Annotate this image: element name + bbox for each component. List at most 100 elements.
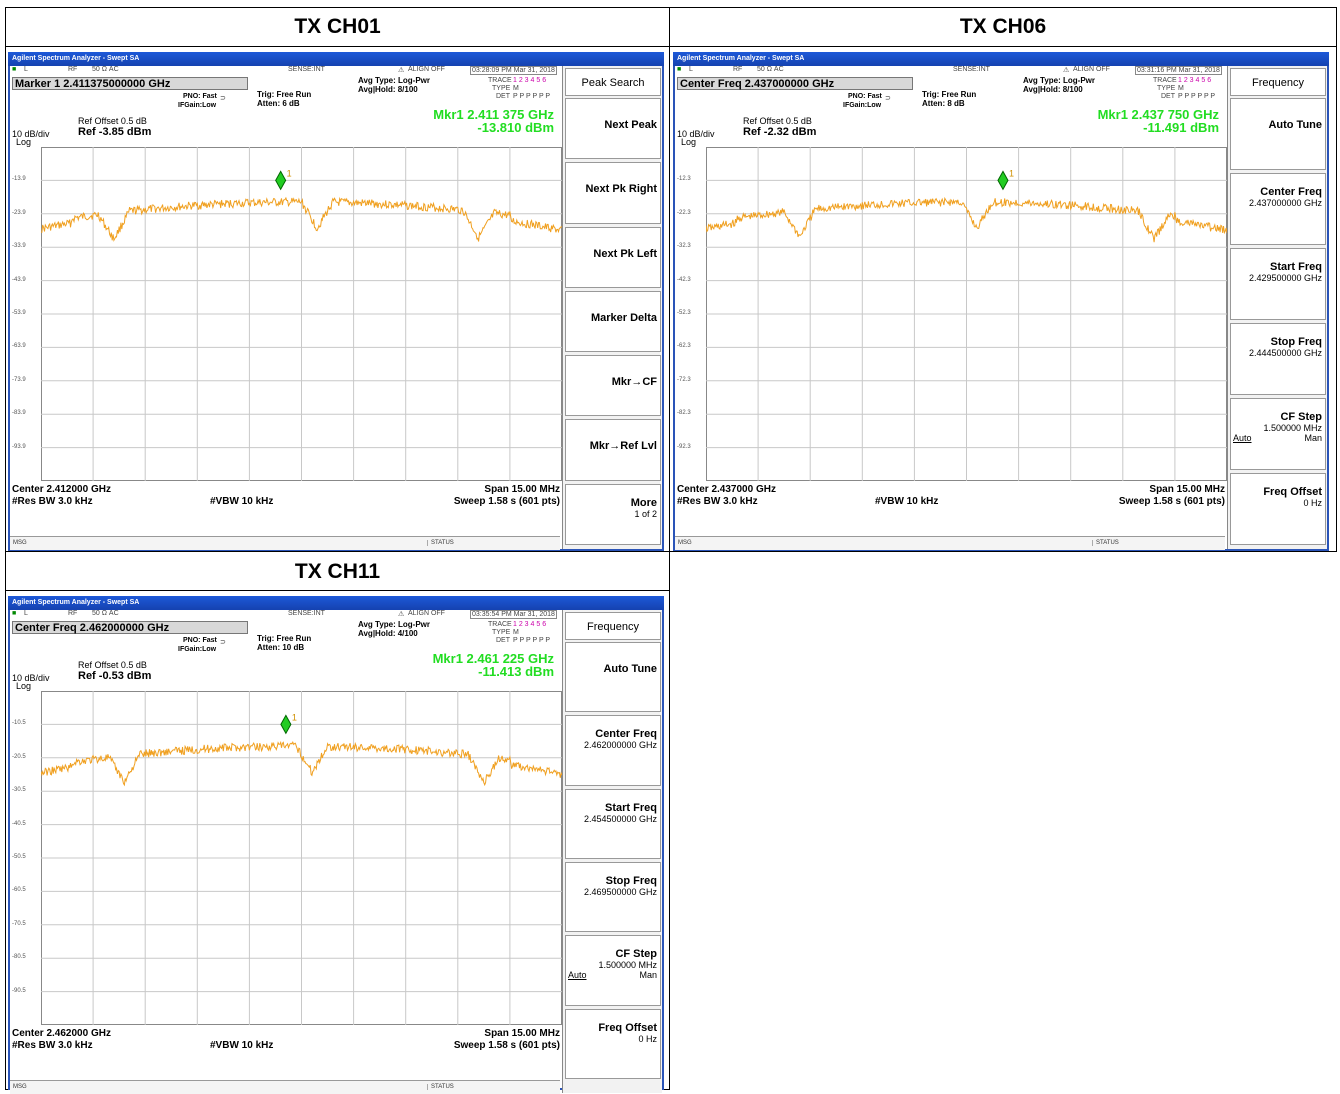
msg-label: MSG: [13, 540, 27, 546]
softkey-label: Start Freq: [605, 801, 657, 814]
center-frequency: Center 2.437000 GHz: [677, 484, 776, 495]
softkey-stop-freq[interactable]: Stop Freq 2.469500000 GHz: [565, 862, 661, 933]
softkey-freq-offset[interactable]: Freq Offset 0 Hz: [1230, 473, 1326, 545]
softkey-label: Auto Tune: [1268, 119, 1322, 131]
impedance: 50 Ω AC: [757, 66, 784, 73]
softkey-label: Freq Offset: [598, 1021, 657, 1034]
softkey-auto-tune[interactable]: Auto Tune: [1230, 98, 1326, 170]
marker-number: 1: [1009, 168, 1014, 178]
ref-offset: Ref Offset 0.5 dB: [743, 116, 812, 126]
y-tick-label: -70.5: [12, 920, 26, 927]
sense-mode: SENSE:INT: [953, 66, 990, 73]
status-label: STATUS: [427, 1084, 454, 1090]
atten-setting: Atten: 8 dB: [922, 99, 965, 108]
softkey-stop-freq[interactable]: Stop Freq 2.444500000 GHz: [1230, 323, 1326, 395]
softkey-value: 0 Hz: [638, 1033, 657, 1044]
status-bar: MSG STATUS: [10, 1080, 560, 1094]
softkey-panel: Frequency Auto Tune Center Freq 2.43700000…: [1227, 66, 1327, 549]
active-function-field[interactable]: Center Freq 2.462000000 GHz: [12, 621, 248, 634]
window-title-bar: Agilent Spectrum Analyzer - Swept SA: [8, 52, 664, 66]
status-bar: MSG STATUS: [675, 536, 1225, 550]
trace-label: TRACE: [488, 77, 512, 84]
trace-numbers: 1 2 3 4 5 6: [1178, 77, 1212, 84]
scale-type: Log: [16, 681, 32, 691]
softkey-start-freq[interactable]: Start Freq 2.454500000 GHz: [565, 788, 661, 859]
video-bandwidth: #VBW 10 kHz: [875, 496, 939, 507]
auto-man-toggle[interactable]: Auto Man: [566, 970, 657, 980]
y-tick-label: -73.9: [12, 376, 26, 383]
scale-per-div: 10 dB/div: [677, 129, 715, 139]
softkey-next-pk-left[interactable]: Next Pk Left: [565, 226, 661, 288]
span: Span 15.00 MHz: [1149, 484, 1225, 495]
softkey-next-pk-right[interactable]: Next Pk Right: [565, 162, 661, 224]
active-function-field[interactable]: Center Freq 2.437000000 GHz: [677, 77, 913, 90]
ifgain-setting: IFGain:Low: [178, 646, 217, 653]
msg-label: MSG: [13, 1084, 27, 1090]
softkey-mkr-ref-lvl[interactable]: Mkr→Ref Lvl: [565, 419, 661, 481]
sense-mode: SENSE:INT: [288, 66, 325, 73]
softkey-cf-step[interactable]: CF Step 1.500000 MHz Auto Man: [565, 935, 661, 1006]
softkey-freq-offset[interactable]: Freq Offset 0 Hz: [565, 1008, 661, 1079]
softkey-auto-tune[interactable]: Auto Tune: [565, 642, 661, 713]
y-tick-label: -32.3: [677, 243, 691, 250]
status-label: STATUS: [1092, 540, 1119, 546]
softkey-label: Center Freq: [1260, 186, 1322, 198]
atten-setting: Atten: 10 dB: [257, 643, 305, 652]
center-frequency: Center 2.462000 GHz: [12, 1028, 111, 1039]
softkey-value: 2.437000000 GHz: [1248, 198, 1322, 208]
softkey-marker-delta[interactable]: Marker Delta: [565, 290, 661, 353]
y-tick-label: -90.5: [12, 987, 26, 994]
rf-input: RF: [68, 610, 78, 617]
softkey-next-peak[interactable]: Next Peak: [565, 98, 661, 160]
softkey-panel: Peak Search Next Peak Next Pk Right Next P…: [562, 66, 662, 549]
marker-diamond[interactable]: [280, 714, 292, 735]
marker-amplitude: -11.413 dBm: [478, 664, 554, 679]
auto-option[interactable]: Auto: [1233, 433, 1252, 443]
rf-input: RF: [68, 66, 78, 73]
align-status: ALIGN OFF: [408, 610, 445, 617]
impedance: 50 Ω AC: [92, 66, 119, 73]
auto-man-toggle[interactable]: Auto Man: [1231, 433, 1322, 443]
mode-indicator: ■: [12, 610, 17, 617]
span: Span 15.00 MHz: [484, 1028, 560, 1039]
ref-offset: Ref Offset 0.5 dB: [78, 116, 147, 126]
active-function-field[interactable]: Marker 1 2.411375000000 GHz: [12, 77, 248, 90]
msg-label: MSG: [678, 540, 692, 546]
panel-cell-ch06: [669, 46, 1337, 552]
marker-diamond[interactable]: [997, 170, 1009, 191]
man-option[interactable]: Man: [1304, 433, 1322, 443]
softkey-label: Stop Freq: [605, 875, 657, 887]
warning-icon: ⚠: [398, 67, 405, 74]
window-title: Agilent Spectrum Analyzer - Swept SA: [677, 55, 805, 62]
panel-title-ch01: TX CH01: [294, 15, 381, 38]
softkey-center-freq[interactable]: Center Freq 2.462000000 GHz: [565, 715, 661, 786]
timestamp: 03:28:09 PM Mar 31, 2018: [470, 66, 557, 75]
auto-option[interactable]: Auto: [568, 970, 587, 981]
y-tick-label: -43.9: [12, 276, 26, 283]
avg-hold: Avg|Hold: 8/100: [358, 85, 418, 94]
y-tick-label: -20.5: [12, 753, 26, 760]
marker-diamond[interactable]: [275, 170, 287, 191]
marker-number: 1: [287, 168, 292, 178]
warning-icon: ⚠: [1063, 67, 1070, 74]
softkey-start-freq[interactable]: Start Freq 2.429500000 GHz: [1230, 248, 1326, 320]
y-tick-label: -22.3: [677, 209, 691, 216]
softkey-more[interactable]: More 1 of 2: [565, 483, 661, 545]
y-tick-label: -10.5: [12, 720, 26, 727]
video-bandwidth: #VBW 10 kHz: [210, 1040, 274, 1051]
softkey-center-freq[interactable]: Center Freq 2.437000000 GHz: [1230, 173, 1326, 245]
softkey-value: 2.429500000 GHz: [1248, 273, 1322, 283]
pno-setting: PNO: Fast: [183, 93, 217, 100]
softkey-label: Mkr→Ref Lvl: [589, 440, 657, 453]
softkey-label: Marker Delta: [590, 311, 657, 324]
y-tick-label: -33.9: [12, 243, 26, 250]
man-option[interactable]: Man: [639, 970, 657, 981]
y-tick-label: -50.5: [12, 854, 26, 860]
analyzer-screen: ■ L RF 50 Ω AC SENSE:INT ⚠ ALIGN OFF 03:…: [10, 610, 662, 1094]
softkey-value: 2.454500000 GHz: [583, 813, 657, 824]
softkey-cf-step[interactable]: CF Step 1.500000 MHz Auto Man: [1230, 398, 1326, 470]
softkey-value: 1.500000 MHz: [598, 960, 657, 971]
softkey-mkr-cf[interactable]: Mkr→CF: [565, 355, 661, 417]
settings-header: ■ L RF 50 Ω AC SENSE:INT ⚠ ALIGN OFF 03:…: [10, 610, 560, 691]
y-tick-label: -42.3: [677, 276, 691, 283]
